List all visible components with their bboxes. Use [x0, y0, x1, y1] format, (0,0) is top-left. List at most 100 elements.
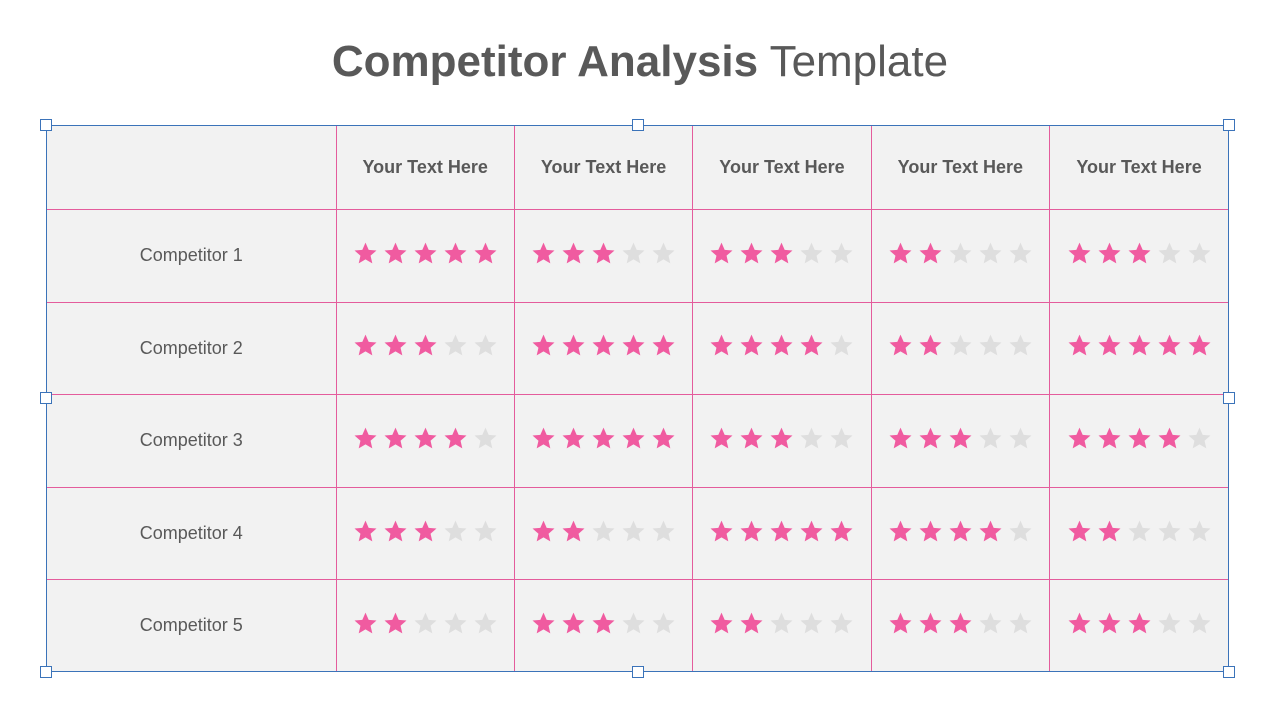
star-empty-icon — [443, 519, 468, 544]
rating-cell[interactable] — [692, 301, 872, 396]
rating-cell[interactable] — [335, 301, 515, 396]
resize-handle-top-right[interactable] — [1223, 119, 1235, 131]
star-empty-icon — [799, 611, 824, 636]
resize-handle-bottom-right[interactable] — [1223, 666, 1235, 678]
rating-cell[interactable] — [1049, 486, 1228, 581]
corner-cell[interactable] — [47, 126, 337, 210]
column-header[interactable]: Your Text Here — [1049, 126, 1228, 210]
star-filled-icon — [739, 426, 764, 451]
rating-cell[interactable] — [692, 579, 872, 671]
rating-cell[interactable] — [513, 301, 694, 396]
resize-handle-top-left[interactable] — [40, 119, 52, 131]
star-filled-icon — [888, 241, 913, 266]
star-filled-icon — [1097, 426, 1122, 451]
rating-cell[interactable] — [513, 209, 694, 303]
rating-cell[interactable] — [870, 209, 1051, 303]
star-filled-icon — [918, 426, 943, 451]
star-filled-icon — [1127, 241, 1152, 266]
star-filled-icon — [918, 519, 943, 544]
star-filled-icon — [383, 333, 408, 358]
star-empty-icon — [799, 426, 824, 451]
star-filled-icon — [769, 241, 794, 266]
header-row: Your Text Here Your Text Here Your Text … — [47, 126, 1228, 210]
star-empty-icon — [621, 519, 646, 544]
star-filled-icon — [1127, 426, 1152, 451]
star-filled-icon — [709, 333, 734, 358]
star-rating — [888, 241, 1033, 266]
title-light: Template — [769, 37, 949, 86]
star-rating — [531, 611, 676, 636]
star-filled-icon — [531, 426, 556, 451]
resize-handle-top-center[interactable] — [632, 119, 644, 131]
star-filled-icon — [769, 426, 794, 451]
star-empty-icon — [443, 333, 468, 358]
rating-cell[interactable] — [692, 486, 872, 581]
star-empty-icon — [829, 241, 854, 266]
star-filled-icon — [888, 333, 913, 358]
star-empty-icon — [1157, 519, 1182, 544]
rating-cell[interactable] — [335, 579, 515, 671]
star-empty-icon — [621, 241, 646, 266]
rating-cell[interactable] — [335, 486, 515, 581]
resize-handle-middle-left[interactable] — [40, 392, 52, 404]
star-filled-icon — [918, 611, 943, 636]
star-filled-icon — [739, 241, 764, 266]
rating-cell[interactable] — [692, 394, 872, 488]
rating-cell[interactable] — [1049, 301, 1228, 396]
star-rating — [353, 611, 498, 636]
star-filled-icon — [1187, 333, 1212, 358]
competitor-name[interactable]: Competitor 1 — [47, 209, 337, 303]
column-header[interactable]: Your Text Here — [870, 126, 1051, 210]
competitor-name[interactable]: Competitor 5 — [47, 579, 337, 671]
star-filled-icon — [651, 333, 676, 358]
star-rating — [353, 426, 498, 451]
star-filled-icon — [413, 519, 438, 544]
star-empty-icon — [1157, 611, 1182, 636]
star-filled-icon — [1097, 241, 1122, 266]
star-filled-icon — [918, 333, 943, 358]
resize-handle-bottom-left[interactable] — [40, 666, 52, 678]
star-empty-icon — [978, 333, 1003, 358]
rating-cell[interactable] — [870, 579, 1051, 671]
star-filled-icon — [948, 426, 973, 451]
rating-cell[interactable] — [1049, 579, 1228, 671]
rating-cell[interactable] — [335, 394, 515, 488]
rating-cell[interactable] — [1049, 209, 1228, 303]
table-row: Competitor 4 — [47, 486, 1228, 581]
star-empty-icon — [473, 426, 498, 451]
star-rating — [1067, 241, 1212, 266]
star-filled-icon — [948, 519, 973, 544]
competitor-table[interactable]: Your Text Here Your Text Here Your Text … — [46, 125, 1229, 672]
column-header[interactable]: Your Text Here — [513, 126, 694, 210]
rating-cell[interactable] — [692, 209, 872, 303]
star-filled-icon — [1067, 426, 1092, 451]
resize-handle-middle-right[interactable] — [1223, 392, 1235, 404]
star-filled-icon — [709, 519, 734, 544]
star-filled-icon — [1157, 426, 1182, 451]
resize-handle-bottom-center[interactable] — [632, 666, 644, 678]
star-rating — [1067, 519, 1212, 544]
star-filled-icon — [739, 519, 764, 544]
competitor-name[interactable]: Competitor 4 — [47, 486, 337, 581]
rating-cell[interactable] — [335, 209, 515, 303]
column-header[interactable]: Your Text Here — [335, 126, 515, 210]
competitor-name[interactable]: Competitor 2 — [47, 301, 337, 396]
column-header[interactable]: Your Text Here — [692, 126, 872, 210]
rating-cell[interactable] — [870, 394, 1051, 488]
star-filled-icon — [651, 426, 676, 451]
star-filled-icon — [383, 241, 408, 266]
rating-cell[interactable] — [513, 579, 694, 671]
rating-cell[interactable] — [870, 486, 1051, 581]
rating-cell[interactable] — [513, 394, 694, 488]
rating-cell[interactable] — [513, 486, 694, 581]
star-empty-icon — [1187, 519, 1212, 544]
star-filled-icon — [591, 611, 616, 636]
star-filled-icon — [591, 426, 616, 451]
star-empty-icon — [1187, 611, 1212, 636]
slide-title[interactable]: Competitor Analysis Template — [0, 36, 1280, 88]
rating-cell[interactable] — [870, 301, 1051, 396]
rating-cell[interactable] — [1049, 394, 1228, 488]
star-filled-icon — [888, 519, 913, 544]
competitor-name[interactable]: Competitor 3 — [47, 394, 337, 488]
star-rating — [709, 611, 854, 636]
